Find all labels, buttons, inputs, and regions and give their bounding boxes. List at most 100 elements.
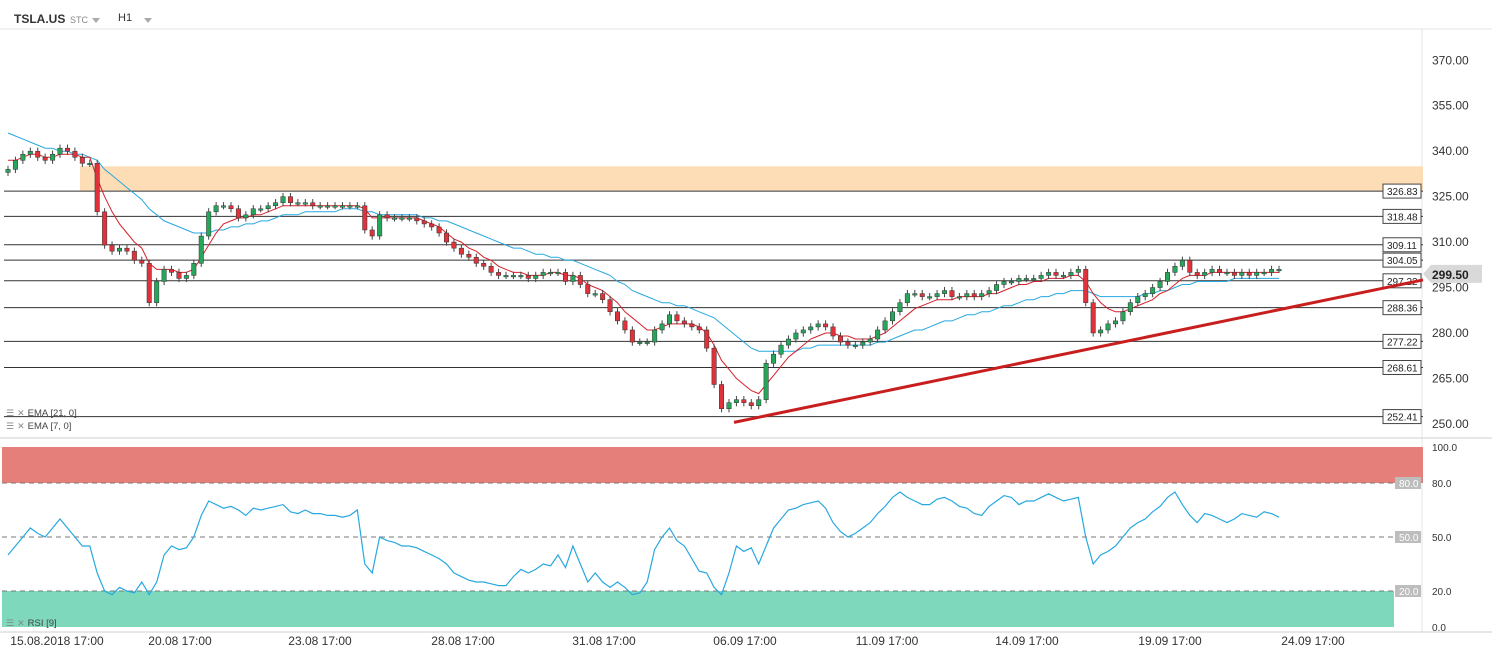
candle[interactable] [1276, 269, 1282, 272]
candle[interactable] [1120, 311, 1126, 322]
candle[interactable] [399, 217, 405, 220]
candle[interactable] [629, 329, 635, 343]
candle[interactable] [1060, 275, 1066, 278]
candle[interactable] [644, 341, 650, 344]
candle[interactable] [793, 332, 799, 340]
candle[interactable] [763, 363, 769, 400]
candle[interactable] [1261, 272, 1267, 275]
candle[interactable] [406, 217, 412, 220]
candle[interactable] [689, 323, 695, 328]
close-icon[interactable]: ✕ [17, 618, 25, 628]
candle[interactable] [533, 275, 539, 279]
candle[interactable] [518, 275, 524, 278]
legend-rsi[interactable]: ☰ ✕ RSI [9] [6, 618, 57, 629]
candle[interactable] [473, 256, 479, 264]
candle[interactable] [1165, 272, 1170, 282]
candle[interactable] [1016, 278, 1022, 282]
candle[interactable] [1224, 272, 1230, 275]
candle[interactable] [1202, 272, 1208, 276]
timeframe-label[interactable]: H1 [118, 12, 133, 24]
candle[interactable] [1157, 281, 1163, 288]
candle[interactable] [1083, 269, 1089, 303]
candle[interactable] [109, 244, 115, 252]
candle[interactable] [562, 272, 568, 282]
candle[interactable] [1098, 329, 1104, 334]
candle[interactable] [971, 293, 977, 297]
candle[interactable] [897, 302, 903, 313]
candle[interactable] [1105, 323, 1111, 331]
candle[interactable] [741, 399, 747, 403]
candle[interactable] [131, 250, 137, 261]
candle[interactable] [169, 269, 175, 273]
candle[interactable] [540, 272, 546, 276]
settings-icon[interactable]: ☰ [6, 408, 15, 418]
candle[interactable] [5, 169, 11, 173]
candle[interactable] [102, 211, 108, 246]
candle[interactable] [696, 326, 702, 331]
candle[interactable] [934, 293, 940, 297]
candle[interactable] [592, 293, 598, 296]
candle[interactable] [64, 147, 70, 152]
candle[interactable] [12, 160, 18, 170]
candle[interactable] [94, 163, 100, 213]
trend-line[interactable] [733, 278, 1424, 424]
candle[interactable] [1001, 281, 1007, 285]
candle[interactable] [295, 202, 301, 205]
legend-ema7[interactable]: ☰ ✕ EMA [7, 0] [6, 421, 71, 432]
candle[interactable] [867, 338, 873, 343]
candle[interactable] [265, 205, 271, 210]
candle[interactable] [555, 272, 561, 275]
candle[interactable] [852, 344, 858, 347]
candle[interactable] [117, 247, 122, 252]
candle[interactable] [667, 314, 672, 325]
candle[interactable] [1090, 302, 1096, 334]
candle[interactable] [228, 205, 234, 210]
candle[interactable] [1038, 275, 1044, 279]
candle[interactable] [124, 247, 130, 252]
candle[interactable] [280, 196, 286, 203]
candle[interactable] [347, 205, 353, 208]
candle[interactable] [1172, 266, 1178, 273]
candle[interactable] [444, 232, 450, 243]
candle[interactable] [704, 329, 710, 349]
candle[interactable] [659, 323, 665, 331]
candle[interactable] [503, 275, 509, 278]
candle[interactable] [235, 208, 241, 219]
candle[interactable] [919, 293, 925, 297]
candle[interactable] [964, 293, 970, 297]
candle[interactable] [1127, 302, 1133, 313]
candle[interactable] [1150, 287, 1156, 294]
candle[interactable] [57, 147, 63, 155]
candle[interactable] [72, 150, 78, 158]
candle[interactable] [339, 205, 345, 208]
candle[interactable] [726, 402, 732, 409]
candle[interactable] [79, 157, 85, 164]
candle[interactable] [1179, 260, 1185, 267]
candle[interactable] [287, 196, 293, 203]
candle[interactable] [815, 323, 821, 328]
candle[interactable] [1031, 278, 1037, 281]
candle[interactable] [273, 202, 279, 206]
candle[interactable] [785, 338, 791, 346]
candle[interactable] [139, 260, 145, 264]
symbol-label[interactable]: TSLA.US [14, 12, 66, 26]
candle[interactable] [548, 272, 554, 275]
candle[interactable] [421, 220, 427, 225]
candle[interactable] [652, 329, 658, 343]
candle[interactable] [1112, 320, 1118, 325]
candle[interactable] [719, 384, 725, 409]
candle[interactable] [198, 235, 204, 264]
candle[interactable] [1269, 269, 1275, 273]
candle[interactable] [50, 153, 56, 161]
candle[interactable] [986, 290, 992, 294]
candle[interactable] [429, 223, 435, 228]
candle[interactable] [191, 263, 197, 276]
candle[interactable] [674, 314, 680, 322]
candle[interactable] [1194, 272, 1200, 276]
candle[interactable] [771, 353, 777, 364]
candle[interactable] [1075, 269, 1081, 273]
candle[interactable] [250, 208, 256, 216]
candle[interactable] [20, 153, 26, 161]
candle[interactable] [466, 253, 472, 258]
candle[interactable] [183, 275, 189, 279]
